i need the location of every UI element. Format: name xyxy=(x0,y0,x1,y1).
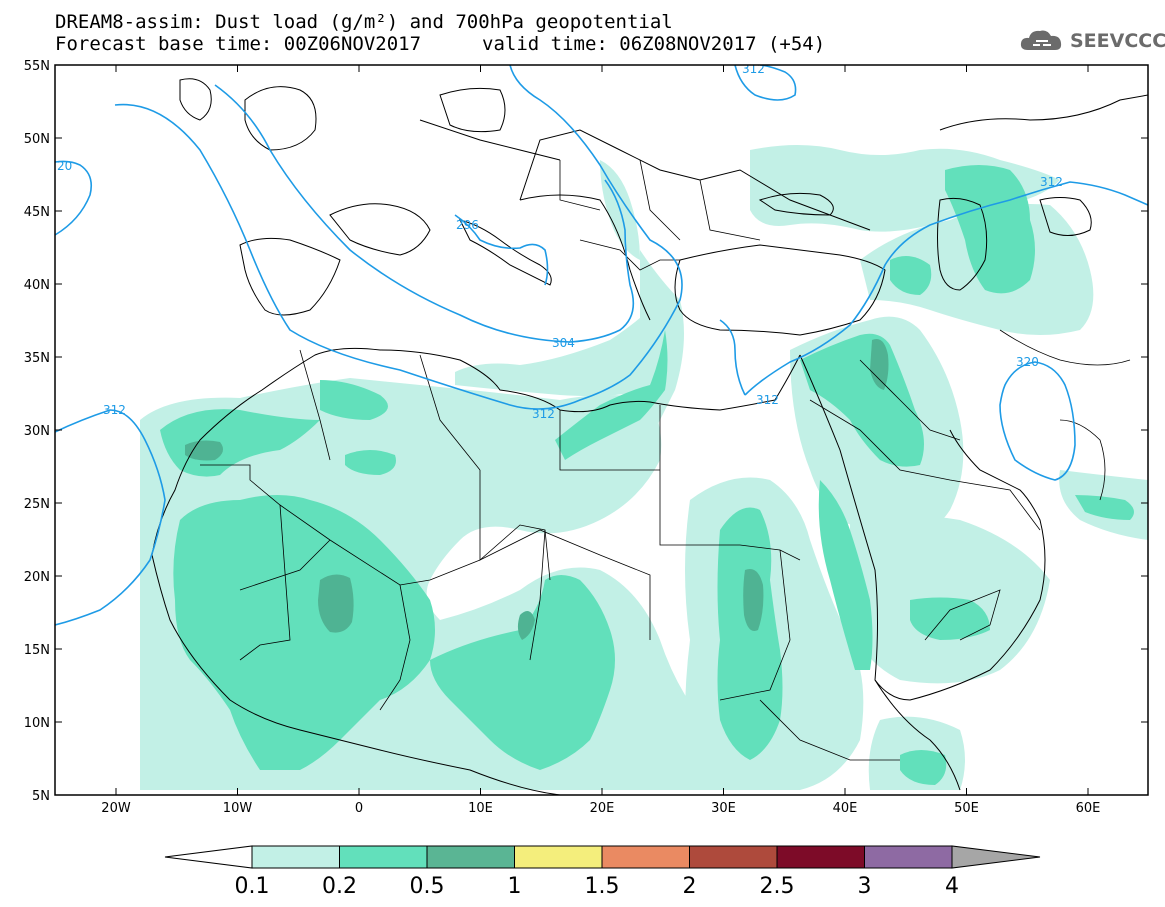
colorbar-label: 0.5 xyxy=(410,874,445,899)
colorbar-box xyxy=(601,845,690,869)
lon-label: 0 xyxy=(355,801,363,816)
lon-label: 60E xyxy=(1076,801,1101,816)
lat-label: 5N xyxy=(32,789,50,804)
colorbar-label: 0.2 xyxy=(322,874,357,899)
map-title: DREAM8-assim: Dust load (g/m²) and 700hP… xyxy=(55,11,673,33)
coastline-layer xyxy=(151,78,1148,795)
lat-label: 40N xyxy=(24,278,50,293)
colorbar-box xyxy=(776,845,865,869)
contour-label: 20 xyxy=(57,159,72,173)
colorbar-label: 2 xyxy=(683,874,697,899)
contour-label: 304 xyxy=(552,336,575,350)
contour-label: 312 xyxy=(532,407,555,421)
valid-time: valid time: 06Z08NOV2017 (+54) xyxy=(482,33,826,55)
lat-label: 30N xyxy=(24,424,50,439)
forecast-base-time: Forecast base time: 00Z06NOV2017 xyxy=(55,33,422,55)
lon-label: 10E xyxy=(468,801,493,816)
lat-label: 50N xyxy=(24,132,50,147)
latitude-axis: 55N 50N 45N 40N 35N 30N 25N 20N 15N 10N 5N xyxy=(24,59,1148,804)
colorbar-label: 1 xyxy=(508,874,522,899)
lon-label: 30E xyxy=(711,801,736,816)
colorbar-box xyxy=(864,845,953,869)
colorbar-box xyxy=(426,845,515,869)
longitude-axis: 20W 10W 0 10E 20E 30E 40E 50E 60E xyxy=(101,65,1100,816)
lat-label: 25N xyxy=(24,497,50,512)
logo-text: SEEVCCC xyxy=(1070,30,1165,52)
lon-label: 40E xyxy=(833,801,858,816)
contour-label: 296 xyxy=(456,218,479,232)
contour-label: 312 xyxy=(103,403,126,417)
geopotential-contours xyxy=(55,65,1148,626)
contour-label: 312 xyxy=(742,62,765,76)
colorbar-box xyxy=(689,845,778,869)
lat-label: 55N xyxy=(24,59,50,74)
colorbar-labels: 0.1 0.2 0.5 1 1.5 2 2.5 3 4 xyxy=(235,874,960,899)
lon-label: 10W xyxy=(223,801,253,816)
lon-label: 20W xyxy=(101,801,131,816)
colorbar-label: 2.5 xyxy=(760,874,795,899)
colorbar-box xyxy=(339,845,428,869)
seevccc-logo: SEEVCCC xyxy=(1018,24,1165,58)
colorbar-min-arrow xyxy=(164,845,253,869)
colorbar-label: 4 xyxy=(945,874,959,899)
colorbar-max-arrow xyxy=(951,845,1041,869)
colorbar-box xyxy=(514,845,603,869)
border-layer xyxy=(200,159,1131,761)
contour-label: 320 xyxy=(1016,355,1039,369)
lat-label: 10N xyxy=(24,716,50,731)
colorbar-label: 1.5 xyxy=(585,874,620,899)
dust-high-layer xyxy=(185,339,889,640)
lon-label: 20E xyxy=(590,801,615,816)
lat-label: 20N xyxy=(24,570,50,585)
colorbar-box xyxy=(251,845,340,869)
lat-label: 15N xyxy=(24,643,50,658)
colorbar xyxy=(164,845,1041,869)
lat-label: 35N xyxy=(24,351,50,366)
colorbar-label: 3 xyxy=(858,874,872,899)
lat-label: 45N xyxy=(24,205,50,220)
cloud-logo-icon xyxy=(1020,30,1062,50)
contour-label: 312 xyxy=(756,393,779,407)
lon-label: 50E xyxy=(954,801,979,816)
contour-label: 312 xyxy=(1040,175,1063,189)
contour-labels: 312 296 304 312 312 312 320 20 312 xyxy=(57,62,1063,421)
colorbar-label: 0.1 xyxy=(235,874,270,899)
